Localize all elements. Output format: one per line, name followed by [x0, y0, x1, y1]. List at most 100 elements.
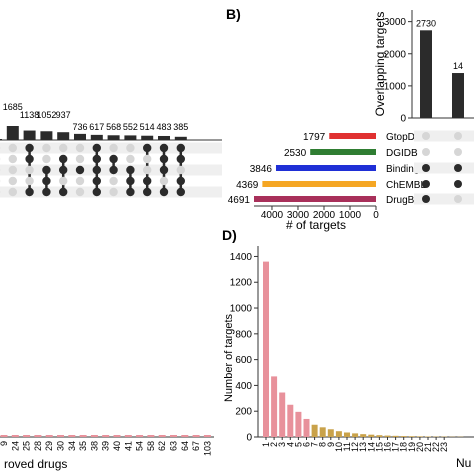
distribution-y-tick-label: 200 [235, 407, 252, 418]
overlap-y-label: Overlapping targets [373, 12, 387, 117]
distribution-bar [295, 411, 302, 437]
matrix-dot-filled [176, 176, 185, 186]
distribution-y-tick-label: 800 [235, 329, 252, 340]
distribution-bar [425, 436, 431, 437]
matrix-dot-empty [109, 187, 118, 197]
matrix-dot-empty [75, 176, 85, 186]
matrix-dot-filled [143, 143, 152, 153]
drug-count-bar [147, 435, 155, 437]
distribution-bar [279, 392, 286, 437]
matrix-dot-empty [8, 187, 17, 197]
set-size-value: 1797 [303, 132, 326, 143]
distribution-x-tick-label: 5 [293, 442, 303, 447]
distribution-x-label: Nu [456, 456, 471, 470]
distribution-y-tick-label: 1400 [230, 252, 253, 263]
distribution-x-tick-label: 4 [285, 442, 295, 447]
intersection-value-label: 483 [156, 122, 171, 132]
matrix-dot-empty [109, 143, 118, 153]
matrix-dot-filled [143, 187, 152, 197]
matrix-dot-empty [75, 154, 85, 164]
intersection-bar [158, 135, 170, 140]
set-name-label: ChEMBL [386, 180, 426, 191]
drug-count-x-label: roved drugs [4, 457, 67, 471]
intersection-value-label: 552 [123, 122, 138, 132]
matrix-dot-filled [92, 143, 102, 153]
matrix-dot-empty [109, 176, 118, 186]
distribution-x-tick-label: 15 [374, 442, 384, 452]
distribution-y-tick-label: 1200 [230, 278, 253, 289]
matrix-dot-filled [159, 187, 169, 197]
matrix-dot-filled [42, 165, 51, 175]
distribution-x-tick-label: 2 [269, 442, 279, 447]
matrix-dot-empty [422, 132, 430, 140]
set-size-value: 3846 [250, 164, 273, 175]
overlap-tick-label: 2000 [384, 49, 407, 60]
drug-count-tick-label: 25 [22, 441, 32, 451]
distribution-y-tick-label: 600 [235, 355, 252, 366]
distribution-x-tick-label: 16 [383, 442, 393, 452]
intersection-bar [6, 126, 19, 140]
distribution-bar [344, 432, 350, 437]
matrix-dot-empty [25, 165, 34, 175]
matrix-dot-filled [42, 187, 51, 197]
matrix-dot-empty [454, 132, 462, 140]
set-name-label: DrugBank [386, 195, 431, 206]
matrix-row-band [414, 130, 474, 142]
drug-count-bar [124, 435, 132, 437]
matrix-dot-filled [422, 180, 430, 188]
distribution-bar [384, 435, 391, 437]
matrix-dot-filled [109, 154, 118, 164]
intersection-bar [141, 135, 154, 140]
matrix-dot-filled [25, 187, 34, 197]
matrix-dot-empty [422, 148, 430, 156]
intersection-value-label: 1685 [3, 102, 23, 112]
distribution-bar [327, 429, 334, 437]
distribution-bar [263, 261, 269, 437]
drug-count-tick-label: 62 [157, 441, 167, 451]
matrix-dot-filled [42, 176, 51, 186]
drug-count-bar [11, 435, 19, 437]
panel-d-letter: D) [222, 227, 237, 243]
distribution-x-tick-label: 11 [342, 442, 352, 451]
matrix-dot-empty [75, 143, 85, 153]
matrix-dot-empty [454, 148, 462, 156]
intersection-value-label: 385 [173, 122, 188, 132]
intersection-value-label: 1138 [20, 110, 39, 120]
matrix-dot-filled [454, 180, 462, 188]
distribution-x-tick-label: 13 [358, 442, 368, 452]
drug-count-panel: 9 24 25 28 29 30 34 35 38 39 40 41 54 58 62 63 64 67 103 r… [0, 435, 214, 471]
matrix-dot-filled [25, 154, 34, 164]
distribution-y-tick-label: 0 [246, 433, 252, 444]
intersection-bar [0, 139, 2, 140]
distribution-y-label: Number of targets [223, 313, 235, 402]
matrix-dot-empty [143, 165, 152, 175]
distribution-bar [400, 436, 407, 437]
matrix-dot-filled [143, 176, 152, 186]
matrix-dot-filled [92, 187, 102, 197]
set-size-value: 4691 [228, 195, 251, 206]
distribution-x-tick-label: 21 [423, 442, 433, 452]
matrix-dot-empty [59, 143, 68, 153]
overlap-tick-label: 3000 [384, 17, 407, 28]
matrix-dot-empty [126, 154, 135, 164]
overlap-value-label: 2730 [416, 18, 436, 28]
matrix-dot-filled [59, 165, 68, 175]
drug-count-bar [68, 435, 76, 437]
distribution-x-tick-label: 23 [439, 442, 449, 452]
distribution-bar [392, 435, 399, 437]
drug-count-bar [57, 435, 64, 437]
set-name-label: DGIDB [386, 148, 418, 159]
matrix-dot-filled [92, 165, 102, 175]
intersection-value-label: 736 [72, 122, 87, 132]
distribution-bar [352, 433, 359, 437]
set-size-bar [262, 181, 376, 187]
distribution-x-tick-label: 1 [261, 442, 271, 447]
set-size-tick-label: 0 [373, 210, 379, 221]
matrix-dot-empty [454, 195, 462, 203]
set-size-value: 2530 [284, 148, 307, 159]
drug-count-tick-label: 63 [169, 441, 179, 451]
distribution-x-tick-label: 22 [431, 442, 441, 452]
matrix-dot-empty [126, 143, 135, 153]
drug-count-tick-label: 41 [123, 441, 133, 451]
